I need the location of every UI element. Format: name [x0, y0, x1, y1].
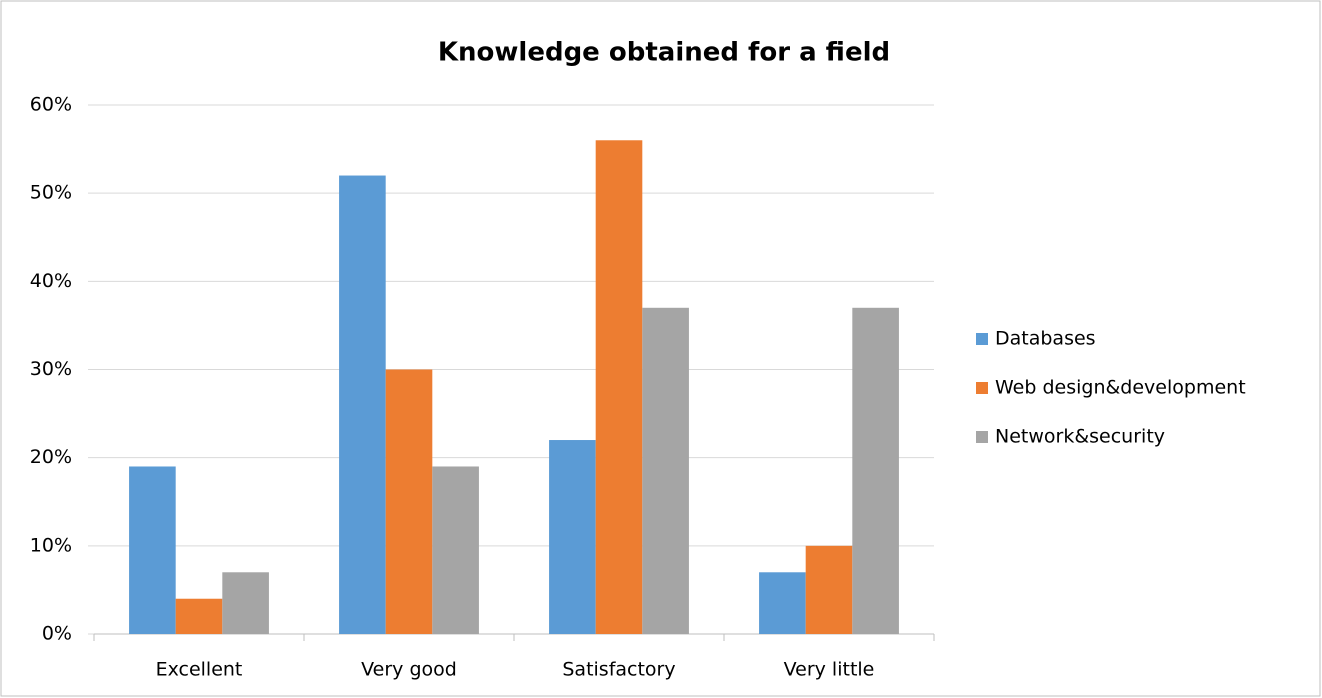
- legend-label: Web design&development: [995, 377, 1246, 399]
- bar: [549, 440, 596, 634]
- y-tick-label: 60%: [30, 94, 72, 116]
- x-tick-label: Excellent: [156, 659, 243, 681]
- y-tick-label: 0%: [42, 623, 72, 645]
- y-tick-label: 20%: [30, 446, 72, 468]
- bar: [129, 466, 176, 634]
- legend-swatch: [976, 333, 988, 345]
- bar: [595, 140, 643, 634]
- legend-label: Databases: [995, 328, 1096, 350]
- bar: [432, 466, 479, 634]
- x-tick-label: Satisfactory: [562, 659, 675, 681]
- legend-swatch: [976, 431, 988, 443]
- bar: [805, 545, 853, 634]
- bar: [759, 572, 806, 634]
- bar: [385, 369, 433, 634]
- y-tick-label: 30%: [30, 358, 72, 380]
- bar: [642, 307, 689, 634]
- bar: [175, 598, 223, 634]
- x-tick-label: Very good: [361, 659, 457, 681]
- y-tick-label: 40%: [30, 270, 72, 292]
- legend-label: Network&security: [995, 426, 1165, 448]
- bar: [222, 572, 269, 634]
- chart-title: Knowledge obtained for a field: [438, 38, 890, 68]
- y-tick-label: 10%: [30, 534, 72, 556]
- bar: [852, 307, 899, 634]
- y-tick-label: 50%: [30, 182, 72, 204]
- x-tick-label: Very little: [784, 659, 875, 681]
- bar: [339, 175, 386, 635]
- legend-swatch: [976, 382, 988, 394]
